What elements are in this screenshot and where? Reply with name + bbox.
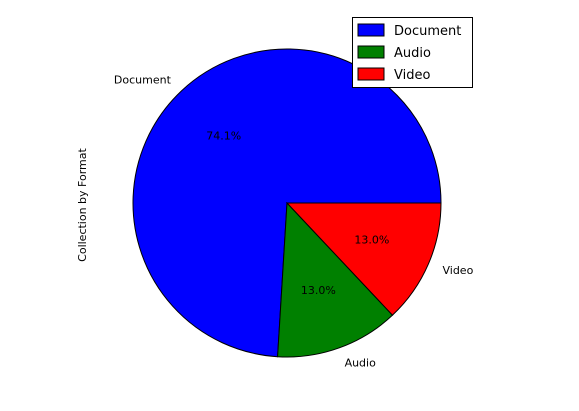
slice-label-audio: Audio: [345, 356, 377, 369]
slice-label-video: Video: [442, 264, 473, 277]
legend-swatch-video: [357, 67, 385, 81]
pie-wedges: [132, 48, 442, 358]
slice-percent-video: 13.0%: [354, 234, 389, 247]
slice-percent-document: 74.1%: [206, 130, 241, 143]
percent-labels: 74.1% 13.0% 13.0%: [206, 130, 389, 297]
slice-percent-audio: 13.0%: [301, 284, 336, 297]
legend-swatch-audio: [357, 45, 385, 59]
legend-label-document: Document: [394, 24, 461, 39]
legend: Document Audio Video: [352, 17, 473, 88]
y-axis-label: Collection by Format: [76, 147, 89, 261]
slice-label-document: Document: [114, 74, 172, 87]
pie-slice-audio: [277, 201, 394, 358]
wedge-labels: Document Audio Video: [114, 74, 474, 370]
pie-slice-video: [285, 202, 442, 316]
legend-swatch-document: [357, 23, 385, 37]
legend-label-audio: Audio: [394, 46, 431, 61]
legend-label-video: Video: [394, 68, 430, 83]
